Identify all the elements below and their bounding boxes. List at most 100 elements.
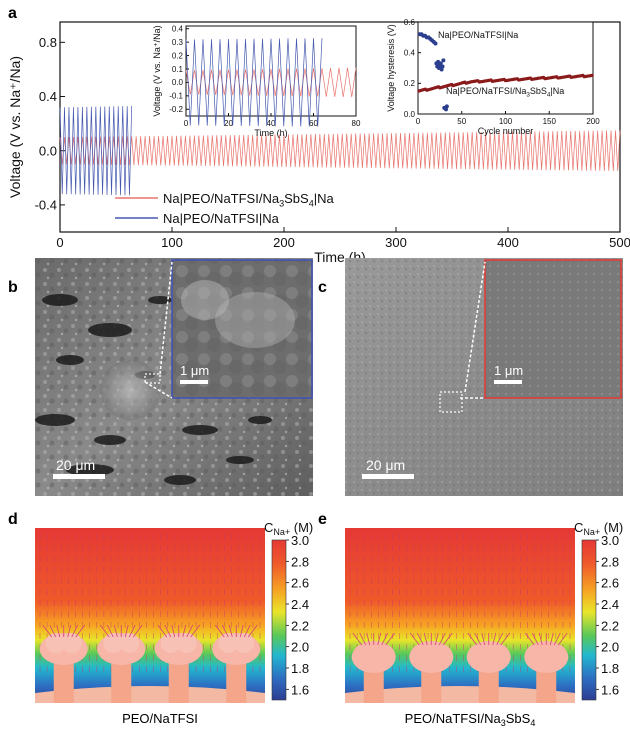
local-flux-arrow xyxy=(42,624,53,638)
caption-e-part: PEO/NaTFSI/Na xyxy=(405,711,502,726)
text-part: |Na xyxy=(550,86,564,96)
colorbar-title: CNa+ (M) xyxy=(264,520,313,537)
local-flux-arrow xyxy=(442,632,453,646)
dendrite-lobe xyxy=(45,633,66,653)
scalebar-c: 20 μm xyxy=(362,457,414,479)
x-tick-label: 200 xyxy=(586,117,600,126)
y-tick-label: 0.4 xyxy=(404,48,416,57)
local-flux-arrow xyxy=(71,624,79,638)
colorbar-tick-label: 2.2 xyxy=(601,618,619,633)
dendrite-cap xyxy=(351,641,396,673)
local-flux-arrow xyxy=(239,624,244,638)
y-tick-label: 0.6 xyxy=(404,18,416,27)
y-tick-label: 0.0 xyxy=(172,78,184,87)
local-flux-arrow xyxy=(531,632,539,646)
dendrite-stem xyxy=(226,653,247,703)
x-tick-label: 300 xyxy=(385,235,407,250)
dendrite-stem xyxy=(53,653,74,703)
panel-label-e: e xyxy=(318,511,327,528)
electrode-surface xyxy=(345,686,575,703)
x-tick-label: 200 xyxy=(273,235,295,250)
series-blue-line xyxy=(59,106,133,196)
y-tick-label: 0.4 xyxy=(172,24,184,33)
y-tick-label: 0.3 xyxy=(172,38,184,47)
dendrite-cap xyxy=(466,641,511,673)
x-tick-label: 50 xyxy=(457,117,466,126)
dendrite-cap xyxy=(524,641,569,673)
local-flux-arrow xyxy=(106,624,114,638)
local-flux-arrow xyxy=(221,624,229,638)
x-tick-label: 20 xyxy=(224,119,233,128)
simulation-d xyxy=(35,528,265,703)
x-axis-label: Cycle number xyxy=(478,126,534,136)
y-axis-label: Voltage (V vs. Na⁺/Na) xyxy=(152,25,162,116)
local-flux-arrow xyxy=(214,624,225,638)
hysteresis-blue-point xyxy=(433,41,438,46)
panel-label-b: b xyxy=(8,279,18,296)
x-tick-label: 80 xyxy=(352,119,361,128)
local-flux-arrow xyxy=(434,632,439,646)
plot-frame xyxy=(59,21,621,233)
colorbar-tick-label: 2.6 xyxy=(291,576,309,591)
inset-red-line xyxy=(185,67,357,98)
text-part: SbS xyxy=(530,86,547,96)
sem-image-c xyxy=(345,258,623,496)
dendrite-lobe xyxy=(103,633,124,653)
local-flux-arrow xyxy=(385,632,396,646)
caption-e-part: SbS xyxy=(506,711,531,726)
dendrite-cap xyxy=(409,641,454,673)
dendrite-stem xyxy=(111,653,132,703)
dendrite-lobe xyxy=(61,633,82,653)
scalebar-c-label: 20 μm xyxy=(366,457,405,473)
colorbar-tick-label: 1.6 xyxy=(291,682,309,697)
hysteresis-red-label: Na|PEO/NaTFSI/Na3SbS4|Na xyxy=(446,86,564,98)
local-flux-arrow xyxy=(553,632,561,646)
inset-scalebar-c: 1 μm xyxy=(494,363,523,384)
colorbar-title-part: Na+ xyxy=(273,527,290,537)
inset-scalebar-c-label: 1 μm xyxy=(494,363,523,378)
y-axis-label: Voltage hysteresis (V) xyxy=(386,24,396,112)
caption-e-part: 3 xyxy=(501,718,506,728)
simulation-e xyxy=(345,528,575,703)
text-part: |Na xyxy=(314,191,335,206)
dendrite-lobe xyxy=(234,633,255,653)
local-flux-arrow xyxy=(75,624,86,638)
plot-frame xyxy=(417,21,594,115)
text-part: Na|PEO/NaTFSI/Na xyxy=(163,191,280,206)
electrode-surface xyxy=(35,686,265,703)
y-tick-label: 0.2 xyxy=(172,51,184,60)
scalebar-b: 20 μm xyxy=(53,457,105,479)
inset-scalebar-b: 1 μm xyxy=(180,363,209,384)
colorbar-tick-label: 2.0 xyxy=(601,640,619,655)
colorbar-tick-label: 3.0 xyxy=(601,533,619,548)
local-flux-arrow xyxy=(409,632,420,646)
x-tick-label: 0 xyxy=(56,235,63,250)
local-flux-arrow xyxy=(56,624,61,638)
inset-blue-line xyxy=(185,38,323,127)
colorbar-tick-label: 1.6 xyxy=(601,682,619,697)
x-tick-label: 100 xyxy=(161,235,183,250)
text-part: 4 xyxy=(547,91,551,98)
x-tick-label: 400 xyxy=(497,235,519,250)
local-flux-arrow xyxy=(474,632,482,646)
main-legend: Na|PEO/NaTFSI/Na3SbS4|Na Na|PEO/NaTFSI|Na xyxy=(115,191,335,226)
y-tick-label: -0.1 xyxy=(169,92,183,101)
local-flux-arrow xyxy=(171,624,176,638)
local-flux-arrow xyxy=(128,624,136,638)
colorbar-title-part: (M) xyxy=(290,520,313,535)
local-flux-arrow xyxy=(352,632,363,646)
local-flux-arrow xyxy=(549,632,554,646)
colorbar-tick-label: 2.6 xyxy=(601,576,619,591)
hysteresis-blue-point xyxy=(444,107,448,112)
local-flux-arrow xyxy=(538,632,543,646)
sem-image-b xyxy=(35,258,313,496)
local-flux-arrow xyxy=(366,632,371,646)
local-flux-arrow xyxy=(377,632,382,646)
hysteresis-blue-point xyxy=(439,67,444,72)
colorbar-title-part: C xyxy=(574,520,583,535)
local-flux-arrow xyxy=(164,624,172,638)
local-flux-arrow xyxy=(381,632,389,646)
local-flux-arrow xyxy=(423,632,428,646)
